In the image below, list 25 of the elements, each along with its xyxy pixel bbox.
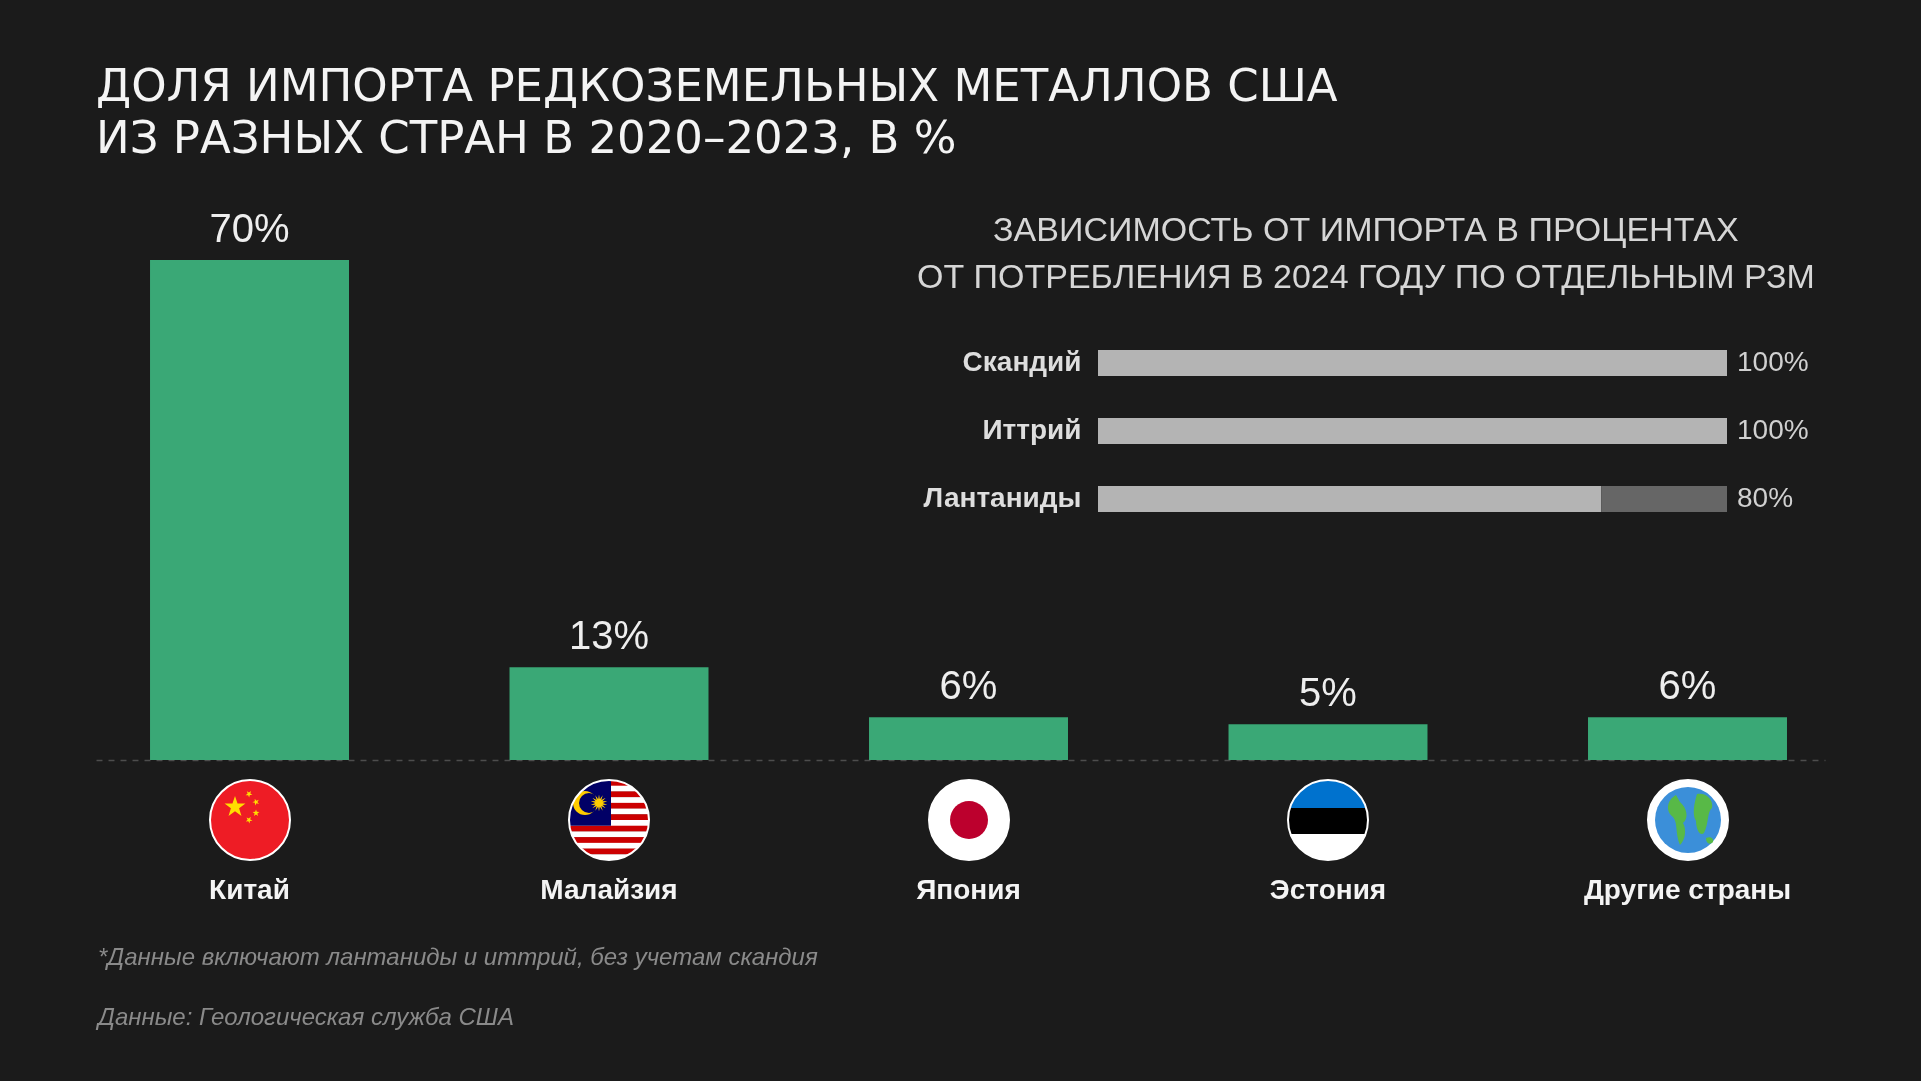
data-label: 70% <box>209 206 290 250</box>
data-label: 100% <box>1737 414 1809 445</box>
bar <box>869 717 1068 760</box>
x-tick-label: Другие страны <box>1583 873 1792 905</box>
x-tick-label: Эстония <box>1269 873 1387 905</box>
annotation: 80% <box>1737 482 1794 513</box>
data-label: 5% <box>1299 670 1357 715</box>
y-tick-label: Скандий <box>962 346 1082 377</box>
bar <box>1588 717 1787 760</box>
data-label: 13% <box>568 613 650 658</box>
data-label: 100% <box>1737 346 1809 377</box>
bar <box>509 667 709 760</box>
chart-title: ДОЛЯ ИМПОРТА РЕДКОЗЕМЕЛЬНЫХ МЕТАЛЛОВ США ИЗ РАЗНЫХ СТРАН В 2020–2023, В % <box>96 59 1338 164</box>
text: *Данные включают лантаниды и иттрий, без учетам скандия <box>98 943 818 970</box>
chart-title: ЗАВИСИМОСТЬ ОТ ИМПОРТА В ПРОЦЕНТАХ ОТ ПОТРЕБЛЕНИЯ В 2024 ГОДУ ПО ОТДЕЛЬНЫМ РЗМ <box>916 210 1815 295</box>
text: Данные: Геологическая служба США <box>98 1003 514 1030</box>
y-tick-label: Лантаниды <box>923 482 1082 513</box>
x-tick-label: Япония <box>916 873 1021 905</box>
bar <box>1228 724 1428 760</box>
data-label: 6% <box>939 663 998 708</box>
y-tick-label: Иттрий <box>982 414 1082 445</box>
x-tick-label: Малайзия <box>540 873 678 905</box>
x-tick-label: Китай <box>209 873 290 905</box>
bar <box>150 260 349 760</box>
data-label: 6% <box>1658 663 1717 708</box>
